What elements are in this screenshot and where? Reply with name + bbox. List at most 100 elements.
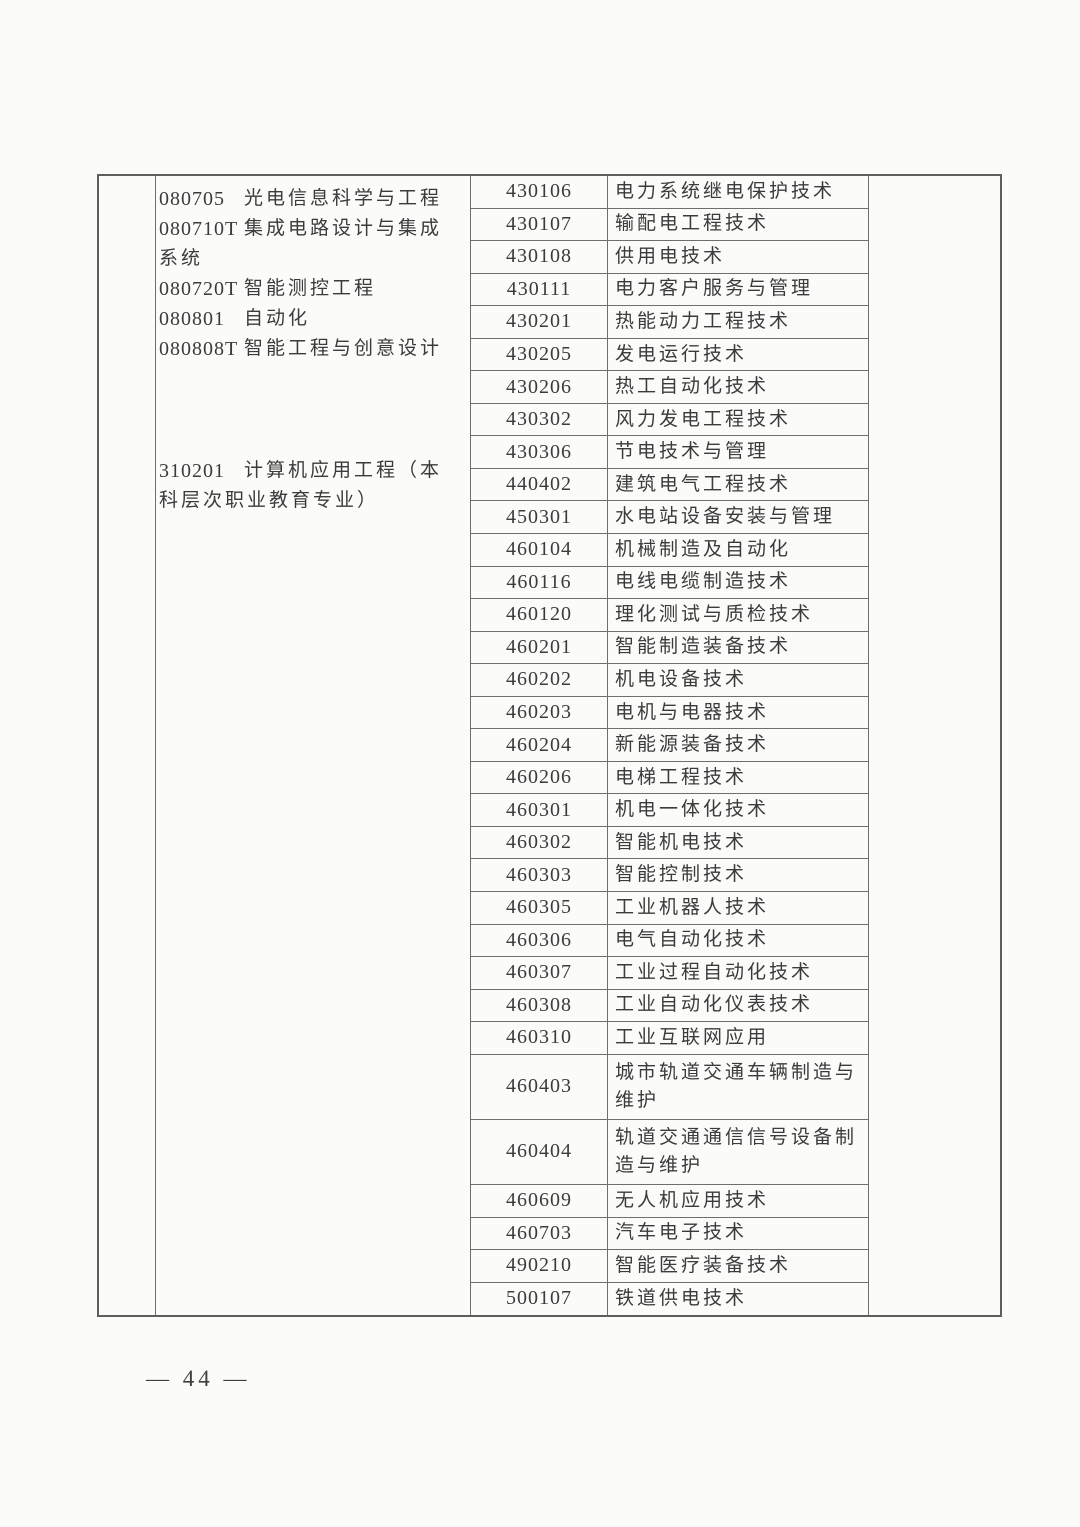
row-major-name: 智能制造装备技术 <box>615 636 792 658</box>
row-major-name: 工业互联网应用 <box>615 1026 770 1048</box>
table-row: 460203 电机与电器技术 <box>471 696 868 730</box>
vocational-majors-rows: 430106 电力系统继电保护技术 430107 输配电工程技术 430108 … <box>471 176 868 1316</box>
row-major-name: 电线电缆制造技术 <box>615 571 792 593</box>
table-row: 430206 热工自动化技术 <box>471 371 868 404</box>
row-major-code: 460203 <box>471 696 608 729</box>
undergrad-major: 080705 光电信息科学与工程 <box>159 184 460 214</box>
table-row: 460310 工业互联网应用 <box>471 1022 868 1055</box>
table-row: 460404 轨道交通通信信号设备制造与维护 <box>471 1119 868 1185</box>
undergrad-major-name: 智能测控工程 <box>244 278 377 299</box>
row-major-name: 水电站设备安装与管理 <box>615 506 836 528</box>
major-code-mapping-table: 080705 光电信息科学与工程 080710T 集成电路设计与集成系统 080720T… <box>97 174 1002 1318</box>
table-row: 460116 电线电缆制造技术 <box>471 566 868 600</box>
row-major-name: 汽车电子技术 <box>615 1222 748 1244</box>
table-row: 430111 电力客户服务与管理 <box>471 273 868 307</box>
row-major-code: 460306 <box>471 924 608 957</box>
row-major-name: 发电运行技术 <box>615 343 748 365</box>
row-major-name-cell: 电力系统继电保护技术 <box>608 176 868 208</box>
undergrad-majors-group-2: 310201 计算机应用工程（本科层次职业教育专业） <box>159 456 460 516</box>
row-major-name: 输配电工程技术 <box>615 213 770 235</box>
undergrad-major: 080710T 集成电路设计与集成系统 <box>159 214 460 274</box>
row-major-name-cell: 电线电缆制造技术 <box>608 567 868 599</box>
row-major-code: 460302 <box>471 826 608 859</box>
row-major-name-cell: 理化测试与质检技术 <box>608 599 868 631</box>
row-major-name-cell: 无人机应用技术 <box>608 1185 868 1217</box>
table-row: 460206 电梯工程技术 <box>471 761 868 795</box>
row-major-name-cell: 轨道交通通信信号设备制造与维护 <box>608 1120 868 1184</box>
row-major-name: 轨道交通通信信号设备制造与维护 <box>615 1126 858 1176</box>
row-major-code: 460609 <box>471 1184 608 1217</box>
undergrad-majors-group-1: 080705 光电信息科学与工程 080710T 集成电路设计与集成系统 080720T… <box>159 184 460 364</box>
table-row: 460307 工业过程自动化技术 <box>471 957 868 990</box>
row-major-name: 热能动力工程技术 <box>615 310 792 332</box>
table-row: 430302 风力发电工程技术 <box>471 403 868 437</box>
row-major-name-cell: 铁道供电技术 <box>608 1283 868 1316</box>
row-major-name-cell: 工业过程自动化技术 <box>608 957 868 989</box>
row-major-name: 机电一体化技术 <box>615 799 770 821</box>
row-major-code: 460120 <box>471 599 608 631</box>
table-row: 440402 建筑电气工程技术 <box>471 468 868 502</box>
table-row: 460104 机械制造及自动化 <box>471 534 868 567</box>
row-major-name: 节电技术与管理 <box>615 441 770 463</box>
table-row: 460703 汽车电子技术 <box>471 1217 868 1251</box>
row-major-name: 智能医疗装备技术 <box>615 1254 792 1276</box>
undergrad-major-name: 智能工程与创意设计 <box>244 338 443 359</box>
undergrad-major-name: 光电信息科学与工程 <box>244 188 443 209</box>
row-major-code: 500107 <box>471 1282 608 1316</box>
table-row: 460120 理化测试与质检技术 <box>471 599 868 632</box>
undergrad-major-code: 080705 <box>159 188 225 210</box>
row-major-name-cell: 智能制造装备技术 <box>608 632 868 664</box>
row-major-code: 440402 <box>471 468 608 501</box>
row-major-name-cell: 智能医疗装备技术 <box>608 1250 868 1282</box>
table-right-empty-column <box>868 176 1000 1316</box>
undergrad-major-code: 080808T <box>159 338 239 360</box>
row-major-code: 460116 <box>471 566 608 599</box>
row-major-name: 无人机应用技术 <box>615 1189 770 1211</box>
table-row: 430306 节电技术与管理 <box>471 436 868 469</box>
row-major-name-cell: 电梯工程技术 <box>608 762 868 794</box>
table-row: 430106 电力系统继电保护技术 <box>471 176 868 209</box>
undergrad-major-name: 集成电路设计与集成系统 <box>159 218 443 269</box>
row-major-name: 工业自动化仪表技术 <box>615 994 814 1016</box>
row-major-code: 430108 <box>471 241 608 273</box>
row-major-code: 490210 <box>471 1250 608 1282</box>
table-row: 460201 智能制造装备技术 <box>471 631 868 665</box>
row-major-name-cell: 供用电技术 <box>608 241 868 273</box>
row-major-name-cell: 新能源装备技术 <box>608 729 868 761</box>
table-row: 460305 工业机器人技术 <box>471 892 868 925</box>
row-major-name: 电力系统继电保护技术 <box>615 180 836 202</box>
row-major-name: 城市轨道交通车辆制造与维护 <box>615 1061 858 1111</box>
table-row: 500107 铁道供电技术 <box>471 1282 868 1316</box>
row-major-name-cell: 节电技术与管理 <box>608 436 868 468</box>
table-row: 460302 智能机电技术 <box>471 826 868 860</box>
row-major-code: 430206 <box>471 371 608 403</box>
row-major-name-cell: 工业自动化仪表技术 <box>608 990 868 1022</box>
table-row: 450301 水电站设备安装与管理 <box>471 501 868 535</box>
row-major-name: 电力客户服务与管理 <box>615 278 814 300</box>
row-major-name: 铁道供电技术 <box>615 1287 748 1309</box>
row-major-name: 机械制造及自动化 <box>615 538 792 560</box>
row-major-code: 460404 <box>471 1119 608 1184</box>
row-major-name-cell: 机械制造及自动化 <box>608 534 868 566</box>
page-number: — 44 — <box>146 1366 251 1391</box>
row-major-name-cell: 汽车电子技术 <box>608 1218 868 1250</box>
row-major-name: 供用电技术 <box>615 245 726 267</box>
row-major-code: 460307 <box>471 957 608 989</box>
row-major-name-cell: 智能机电技术 <box>608 827 868 859</box>
row-major-code: 460305 <box>471 892 608 924</box>
row-major-code: 460301 <box>471 794 608 826</box>
undergrad-major-code: 080720T <box>159 278 239 300</box>
row-major-code: 460303 <box>471 859 608 892</box>
row-major-name: 新能源装备技术 <box>615 734 770 756</box>
row-major-name-cell: 输配电工程技术 <box>608 209 868 241</box>
row-major-code: 460703 <box>471 1217 608 1250</box>
row-major-code: 460204 <box>471 729 608 761</box>
row-major-name-cell: 机电设备技术 <box>608 664 868 696</box>
undergrad-major-code: 080710T <box>159 218 239 240</box>
row-major-code: 430106 <box>471 176 608 208</box>
row-major-code: 460201 <box>471 631 608 664</box>
row-major-name-cell: 发电运行技术 <box>608 339 868 371</box>
row-major-code: 430306 <box>471 436 608 468</box>
row-major-name: 电气自动化技术 <box>615 929 770 951</box>
row-major-name-cell: 电力客户服务与管理 <box>608 274 868 306</box>
